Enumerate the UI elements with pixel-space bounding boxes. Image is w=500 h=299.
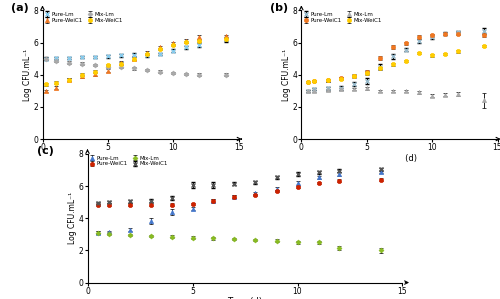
Legend: Pure-Lm, Pure-WeiC1, Mix-Lm, Mix-WeiC1: Pure-Lm, Pure-WeiC1, Mix-Lm, Mix-WeiC1 bbox=[302, 12, 382, 24]
X-axis label: Time (d): Time (d) bbox=[228, 297, 262, 299]
Y-axis label: Log CFU.mL⁻¹: Log CFU.mL⁻¹ bbox=[68, 192, 77, 244]
Text: (a): (a) bbox=[11, 3, 29, 13]
Legend: Pure-Lm, Pure-WeiC1, Mix-Lm, Mix-WeiC1: Pure-Lm, Pure-WeiC1, Mix-Lm, Mix-WeiC1 bbox=[88, 155, 168, 167]
X-axis label: Time (d): Time (d) bbox=[382, 154, 417, 163]
Legend: Pure-Lm, Pure-WeiC1, Mix-Lm, Mix-WeiC1: Pure-Lm, Pure-WeiC1, Mix-Lm, Mix-WeiC1 bbox=[44, 12, 123, 24]
Text: (c): (c) bbox=[37, 146, 54, 156]
Y-axis label: Log CFU.mL⁻¹: Log CFU.mL⁻¹ bbox=[282, 49, 291, 101]
Text: (b): (b) bbox=[270, 3, 288, 13]
Y-axis label: Log CFU.mL⁻¹: Log CFU.mL⁻¹ bbox=[23, 49, 32, 101]
X-axis label: Time (d): Time (d) bbox=[123, 154, 158, 163]
